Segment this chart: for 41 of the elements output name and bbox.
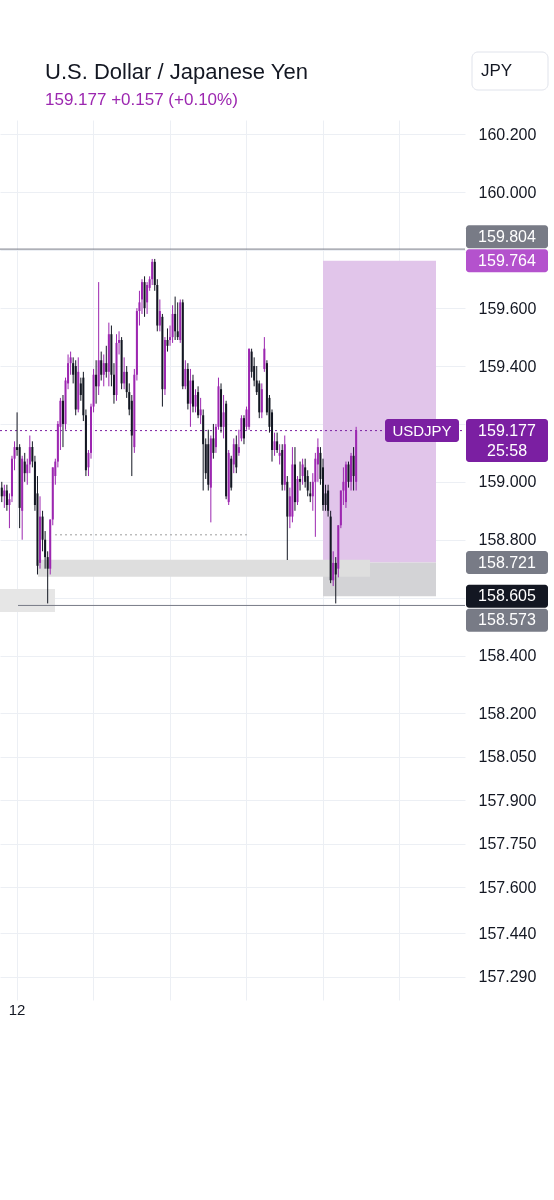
candlestick: [123, 356, 126, 390]
chart-title: U.S. Dollar / Japanese Yen: [45, 58, 308, 84]
annotation: USDJPY: [392, 421, 452, 439]
candlestick: [194, 388, 197, 413]
candlestick: [263, 336, 266, 373]
text: 158.721: [478, 553, 537, 571]
candlestick: [174, 296, 177, 341]
band-label: 158.605: [478, 587, 537, 605]
candlestick: [105, 345, 108, 379]
candlestick: [171, 304, 174, 344]
text: 25:58: [486, 441, 528, 459]
y-tick-label: 157.440: [478, 924, 537, 942]
candlestick: [347, 461, 350, 489]
candlestick: [100, 351, 103, 382]
chart-subtitle: 159.177 +0.157 (+0.10%): [45, 89, 238, 109]
y-tick-label: 158.050: [478, 748, 537, 766]
candlestick: [199, 397, 202, 425]
y-tick-label: 159.400: [478, 357, 537, 375]
y-tick-label: 159.600: [478, 299, 537, 317]
band-label: 159.764: [478, 251, 537, 269]
candlestick: [184, 359, 187, 390]
y-tick-label: 158.200: [478, 704, 537, 722]
ref-line-label: 159.804: [478, 227, 537, 245]
y-tick-label: 158.400: [478, 647, 537, 665]
candlestick: [23, 452, 26, 483]
y-tick-label: 159.000: [478, 473, 537, 491]
candlestick: [176, 301, 179, 341]
y-tick-label: 157.750: [478, 835, 537, 853]
ref-line-label: 159.177: [478, 421, 537, 439]
ref-line-label: 158.573: [478, 611, 537, 629]
candlestick: [158, 298, 161, 332]
y-tick-label: 158.800: [478, 531, 537, 549]
x-tick-label: 12: [8, 1000, 26, 1018]
y-tick-label: 157.900: [478, 791, 537, 809]
candlestick: [222, 394, 225, 439]
candlestick: [296, 475, 299, 506]
y-tick-label: 160.200: [478, 125, 537, 143]
text: JPY: [481, 61, 513, 80]
y-tick-label: 157.290: [478, 968, 537, 986]
y-tick-label: 160.000: [478, 183, 537, 201]
y-tick-label: 157.600: [478, 878, 537, 896]
